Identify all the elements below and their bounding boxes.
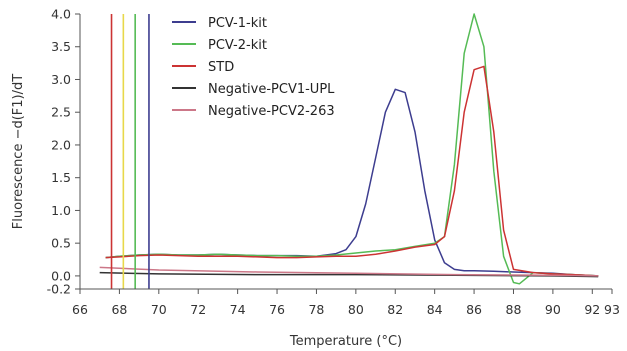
x-tick-label: 70 xyxy=(151,302,167,317)
axes: -0.20.0 0.5 1.0 1.5 2.0 2.5 3.0 3.5 4.0 66 68 70 72 7… xyxy=(47,7,620,318)
series-line xyxy=(105,65,599,277)
x-tick-label: 82 xyxy=(387,302,403,317)
y-tick-label: 1.0 xyxy=(51,203,71,218)
y-tick-label: 4.0 xyxy=(51,7,71,22)
x-tick-label: 93 xyxy=(604,302,620,317)
x-axis-label: Temperature (°C) xyxy=(289,334,402,349)
x-tick-label: 66 xyxy=(72,302,88,317)
plot-lines xyxy=(99,13,599,285)
y-tick-label: 2.5 xyxy=(51,105,71,120)
y-tick-label: 3.0 xyxy=(51,72,71,87)
x-tick-label: 72 xyxy=(190,302,206,317)
y-tick-label: 0.0 xyxy=(51,268,71,283)
y-tick-label: 2.0 xyxy=(51,137,71,152)
legend-label: PCV-1-kit xyxy=(208,16,267,31)
legend-label: Negative-PCV2-263 xyxy=(208,104,335,119)
x-tick-label: 80 xyxy=(348,302,364,317)
y-tick-label: 3.5 xyxy=(51,39,71,54)
y-tick-label: 0.5 xyxy=(51,236,71,251)
y-tick-label: 1.5 xyxy=(51,170,71,185)
legend: PCV-1-kit PCV-2-kit STD Negative-PCV1-UPL Ne… xyxy=(172,16,335,119)
x-tick-label: 84 xyxy=(427,302,443,317)
x-tick-label: 92 xyxy=(584,302,600,317)
x-tick-label: 76 xyxy=(269,302,285,317)
legend-label: Negative-PCV1-UPL xyxy=(208,82,335,97)
y-axis-label: Fluorescence −d(F1)/dT xyxy=(11,74,26,229)
x-tick-label: 78 xyxy=(308,302,324,317)
x-tick-label: 86 xyxy=(466,302,482,317)
legend-label: PCV-2-kit xyxy=(208,38,267,53)
x-tick-label: 90 xyxy=(545,302,561,317)
series-line xyxy=(105,88,599,277)
y-tick-label: -0.2 xyxy=(47,282,71,297)
legend-label: STD xyxy=(208,60,234,75)
x-tick-label: 68 xyxy=(111,302,127,317)
x-tick-label: 74 xyxy=(230,302,246,317)
series-line xyxy=(105,13,599,285)
series-line xyxy=(99,266,599,277)
vertical-markers xyxy=(110,14,150,289)
x-tick-label: 88 xyxy=(506,302,522,317)
